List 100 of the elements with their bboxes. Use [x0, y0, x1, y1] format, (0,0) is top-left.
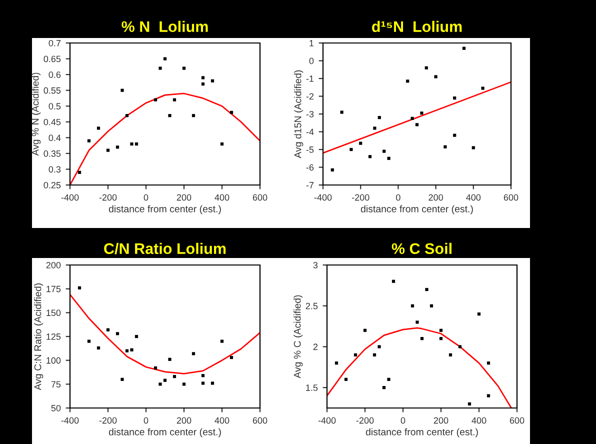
point	[130, 348, 134, 352]
line-series	[327, 327, 512, 408]
point	[472, 146, 475, 150]
x-tick-label: 600	[252, 194, 268, 201]
point	[96, 126, 100, 130]
point	[210, 79, 214, 82]
y-tick-label: -2	[306, 93, 314, 100]
point	[458, 345, 462, 348]
y-axis-title: Avg d15N (Acidified)	[294, 70, 304, 158]
point	[87, 340, 91, 343]
x-tick-label: -200	[356, 417, 374, 424]
chart-title: % C Soil	[392, 242, 452, 254]
x-tick-label: 200	[434, 417, 448, 424]
y-tick-label: 150	[46, 310, 61, 316]
point	[481, 86, 484, 90]
point	[168, 114, 172, 118]
y-tick-label: 2.5	[306, 302, 318, 310]
point	[406, 80, 410, 83]
point	[134, 334, 138, 338]
point	[154, 98, 158, 102]
x-tick-label: -400	[318, 417, 336, 424]
y-tick-label: 75	[51, 381, 61, 388]
y-tick-label: 0.25	[44, 182, 61, 188]
y-tick-label: 3	[313, 262, 318, 268]
y-tick-label: -7	[306, 182, 314, 188]
point	[382, 150, 386, 153]
point	[334, 362, 338, 365]
y-tick-label: 200	[46, 262, 61, 268]
point	[210, 382, 214, 385]
y-tick-label: 50	[51, 404, 61, 412]
point	[230, 110, 234, 114]
point	[158, 66, 162, 70]
chart-title: % N Lolium	[122, 20, 208, 32]
x-tick-label: 0	[400, 417, 406, 424]
point	[130, 142, 134, 146]
x-tick-label: 600	[510, 417, 524, 424]
x-tick-label: -200	[352, 194, 370, 201]
point	[106, 148, 110, 152]
point	[359, 142, 362, 145]
point	[230, 356, 234, 360]
point	[120, 378, 124, 381]
y-tick-label: 0.65	[44, 56, 61, 62]
point	[78, 286, 82, 290]
point	[330, 168, 334, 172]
x-tick-label: 200	[428, 194, 443, 201]
x-tick-label: 400	[472, 417, 486, 424]
point	[410, 116, 414, 120]
x-tick-label: -200	[99, 194, 117, 201]
point	[220, 340, 224, 343]
point	[220, 142, 224, 146]
point	[134, 142, 138, 146]
x-tick-label: 0	[144, 194, 148, 201]
y-tick-label: 0.5	[48, 103, 61, 110]
point	[344, 378, 348, 381]
point	[125, 349, 129, 352]
point	[201, 82, 205, 86]
x-tick-label: 400	[214, 194, 230, 201]
x-tick-label: 200	[176, 194, 192, 201]
y-tick-label: 1	[310, 40, 314, 46]
point	[192, 352, 196, 356]
x-tick-label: 0	[144, 417, 148, 424]
y-tick-label: 100	[46, 357, 61, 364]
point	[387, 156, 390, 160]
y-tick-label: 0	[309, 58, 314, 64]
point	[425, 288, 428, 292]
y-tick-label: 2	[313, 344, 318, 350]
point	[453, 134, 456, 137]
point	[201, 374, 205, 378]
point	[434, 75, 438, 78]
point	[158, 382, 162, 386]
point	[420, 336, 424, 340]
chart-title: C/N Ratio Lolium	[104, 242, 226, 254]
point	[420, 112, 424, 115]
y-tick-label: 0.4	[48, 134, 61, 142]
point	[116, 332, 120, 336]
point	[378, 116, 381, 120]
point	[416, 320, 419, 324]
point	[125, 114, 129, 118]
point	[424, 66, 428, 70]
x-tick-label: 0	[396, 194, 400, 201]
point	[163, 57, 167, 60]
y-tick-label: -5	[306, 146, 314, 153]
point	[340, 110, 344, 114]
point	[172, 98, 176, 102]
point	[444, 145, 447, 148]
point	[439, 328, 443, 332]
point	[373, 126, 376, 130]
x-tick-label: 400	[214, 417, 230, 424]
point	[120, 88, 124, 92]
y-axis-title: Avg C:N Ratio (Acidified)	[34, 283, 44, 390]
point	[439, 336, 443, 340]
point	[172, 374, 176, 378]
x-tick-label: 400	[466, 194, 481, 201]
x-axis-title: distance from center (est.)	[360, 205, 473, 214]
y-tick-label: -6	[306, 164, 314, 171]
y-tick-label: -4	[306, 128, 314, 136]
point	[154, 366, 158, 370]
y-axis-title: Avg % C (Acidified)	[294, 295, 303, 378]
point	[430, 304, 434, 308]
x-tick-label: -400	[61, 194, 79, 201]
